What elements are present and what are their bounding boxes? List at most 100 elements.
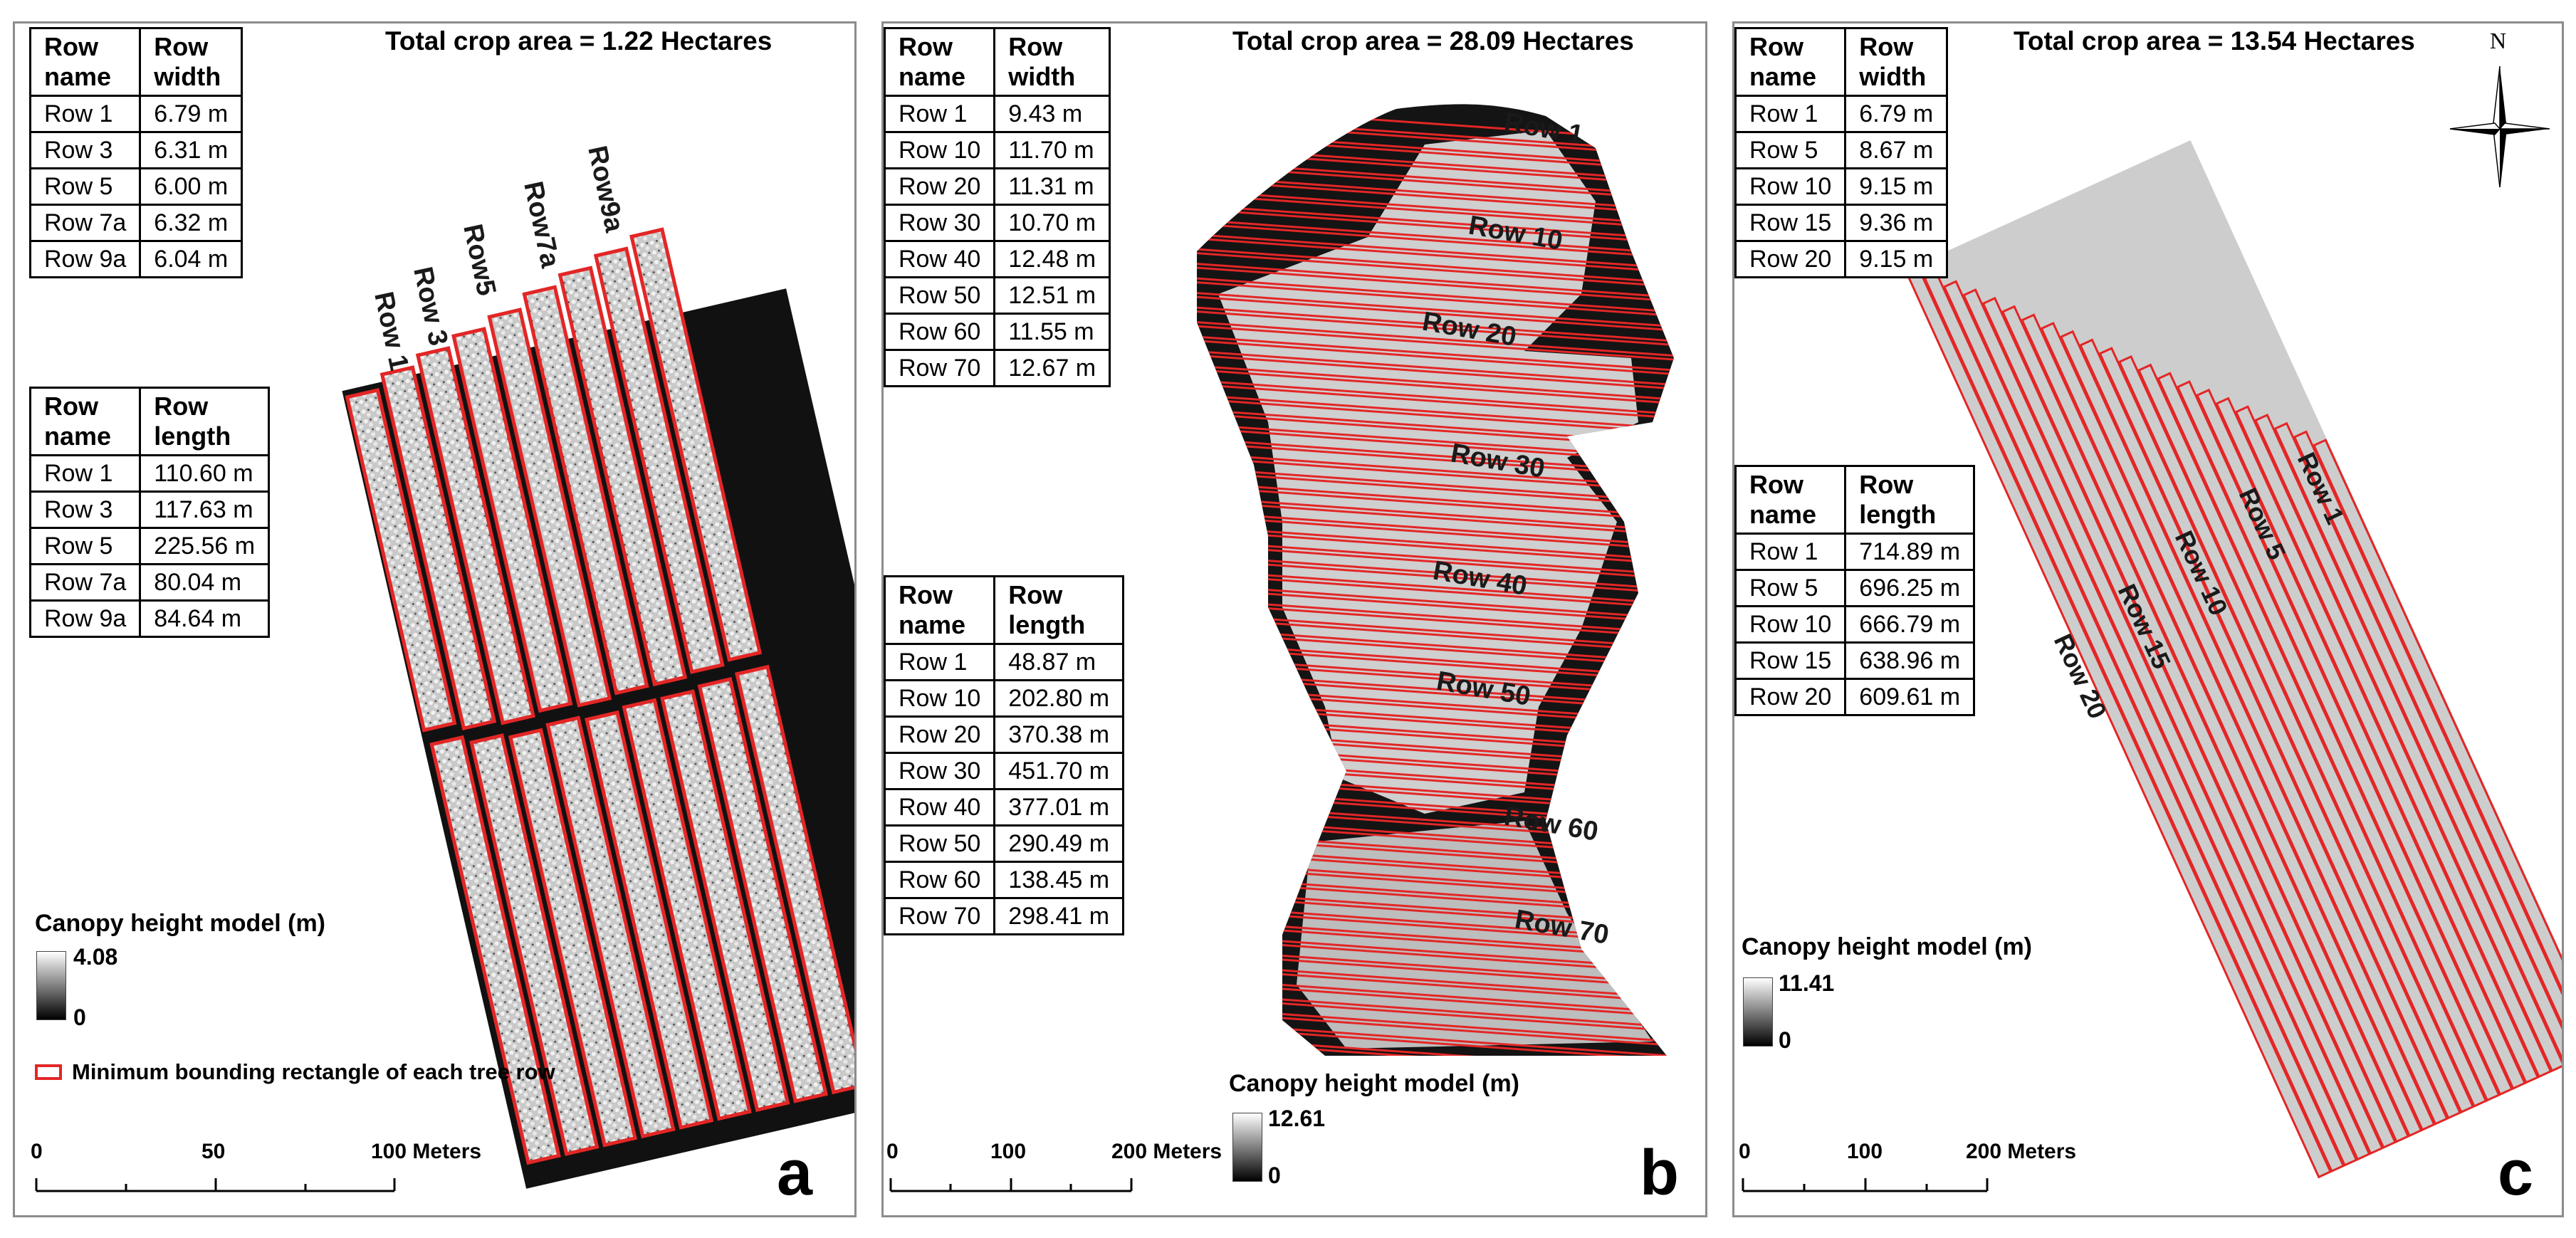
scale-bar [889, 1178, 1133, 1192]
row-bounding-rectangle [2234, 405, 2553, 1079]
row-bounding-rectangle [2079, 338, 2449, 1126]
row-value-cell: 696.25 m [1844, 569, 1976, 607]
row-bounding-rectangle [1197, 219, 1674, 271]
row-value-cell: 11.55 m [993, 313, 1111, 351]
row-bounding-rectangle [415, 346, 535, 725]
row-value-cell: 11.70 m [993, 131, 1111, 169]
row-bounding-rectangle [451, 327, 573, 713]
legend-max: 11.41 [1779, 970, 1835, 996]
row-name-cell: Row 5 [1734, 131, 1847, 169]
table-header-cell: Row length [1844, 465, 1976, 535]
scale-label-0: 0 [1739, 1140, 1751, 1163]
table-row: Row 50 12.51 m [884, 276, 1111, 315]
row-bounding-rectangle [1197, 584, 1674, 636]
row-value-cell: 6.00 m [139, 167, 244, 206]
scale-label-100: 100 [990, 1140, 1027, 1163]
row-bounding-rectangle [1197, 774, 1674, 826]
row-bounding-rectangle [1197, 657, 1674, 709]
row-bounding-rectangle [1197, 351, 1674, 402]
row-bounding-rectangle [1197, 248, 1674, 300]
row-bounding-rectangle [2215, 397, 2540, 1084]
row-bounding-rectangle [2098, 347, 2462, 1120]
row-length-table: Row name Row length Row 1 48.87 m Row 10 202.80… [884, 575, 1125, 935]
table-row: Row 20 11.31 m [884, 167, 1111, 206]
row-value-cell: 6.79 m [1844, 95, 1949, 133]
row-value-cell: 298.41 m [993, 897, 1125, 935]
mbr-legend: Minimum bounding rectangle of each tree … [35, 1059, 555, 1085]
row-bounding-rectangle [1197, 424, 1674, 476]
canopy-height-ramp [1743, 977, 1773, 1046]
row-name-cell: Row 3 [28, 491, 142, 529]
row-bounding-rectangle [1197, 176, 1674, 227]
row-bounding-rectangle [379, 365, 497, 730]
table-header-cell: Row length [139, 387, 271, 456]
row-bounding-rectangle [1197, 730, 1674, 782]
scale-label-0: 0 [31, 1140, 43, 1163]
row-label: Row 1 [368, 289, 414, 373]
row-bounding-rectangle [1197, 803, 1674, 855]
row-value-cell: 6.04 m [139, 240, 244, 278]
panel-letter: a [777, 1138, 813, 1209]
row-value-cell: 9.15 m [1844, 240, 1949, 278]
row-bounding-rectangle [1197, 1007, 1674, 1056]
table-header-cell: Row name [884, 27, 996, 97]
row-bounding-rectangle [2195, 388, 2527, 1090]
row-name-cell: Row 10 [884, 131, 996, 169]
table-row: Row 7a 80.04 m [28, 563, 271, 602]
row-bounding-rectangle [585, 710, 714, 1130]
row-bounding-rectangle [1197, 891, 1674, 943]
row-name-cell: Row 50 [884, 276, 996, 315]
row-bounding-rectangle [2253, 414, 2562, 1073]
row-bounding-rectangle [2312, 439, 2562, 1055]
row-name-cell: Row 10 [884, 679, 996, 718]
row-bounding-rectangle [1197, 643, 1674, 694]
row-bounding-rectangle [1197, 832, 1674, 884]
panel-a: Row 1 Row 3 Row5 Row7a Row9a Row name Row width… [13, 21, 857, 1217]
row-name-cell: Row 7a [28, 204, 142, 242]
table-row: Row 10 11.70 m [884, 131, 1111, 169]
table-row: Row 5 6.00 m [28, 167, 244, 206]
legend-min: 0 [73, 1004, 86, 1030]
scale-bar [35, 1178, 396, 1192]
row-bounding-rectangle [697, 677, 828, 1103]
row-name-cell: Row 15 [1734, 204, 1847, 242]
table-header-cell: Row width [1844, 27, 1949, 97]
row-bounding-rectangle [1197, 511, 1674, 563]
row-bounding-rectangle [1197, 818, 1674, 869]
row-bounding-rectangle [1197, 876, 1674, 928]
table-row: Row 15 638.96 m [1734, 641, 1976, 680]
row-bounding-rectangle [2137, 363, 2488, 1108]
row-bounding-rectangle [1197, 978, 1674, 1030]
total-crop-area: Total crop area = 13.54 Hectares [2014, 26, 2415, 56]
row-bounding-rectangle [1197, 686, 1674, 738]
table-header-cell: Row length [993, 575, 1125, 645]
row-length-table: Row name Row length Row 1 714.89 m Row 5 696.25… [1734, 465, 1976, 716]
table-header-cell: Row width [993, 27, 1111, 97]
row-value-cell: 290.49 m [993, 824, 1125, 863]
table-row: Row 1 9.43 m [884, 95, 1111, 133]
row-bounding-rectangle [1197, 365, 1674, 417]
row-value-cell: 48.87 m [993, 643, 1125, 681]
row-value-cell: 6.32 m [139, 204, 244, 242]
table-row: Row 10 202.80 m [884, 679, 1125, 718]
north-label: N [2490, 28, 2507, 53]
row-name-cell: Row 20 [1734, 678, 1847, 716]
row-bounding-rectangle [1197, 935, 1674, 986]
row-bounding-rectangle [1197, 570, 1674, 621]
table-row: Row 1 48.87 m [884, 643, 1125, 681]
row-bounding-rectangle [1197, 555, 1674, 607]
table-row: Row 1 110.60 m [28, 454, 271, 493]
row-name-cell: Row 9a [28, 240, 142, 278]
row-bounding-rectangle [660, 689, 790, 1112]
row-bounding-rectangle [2021, 313, 2410, 1143]
legend-min: 0 [1779, 1027, 1791, 1053]
table-header-cell: Row name [28, 27, 142, 97]
row-bounding-rectangle [2001, 305, 2397, 1149]
table-row: Row 7a 6.32 m [28, 204, 244, 242]
mbr-legend-label: Minimum bounding rectangle of each tree … [72, 1059, 555, 1084]
row-value-cell: 451.70 m [993, 752, 1125, 790]
row-bounding-rectangle [469, 733, 600, 1156]
row-value-cell: 714.89 m [1844, 533, 1976, 571]
row-bounding-rectangle [557, 266, 688, 687]
